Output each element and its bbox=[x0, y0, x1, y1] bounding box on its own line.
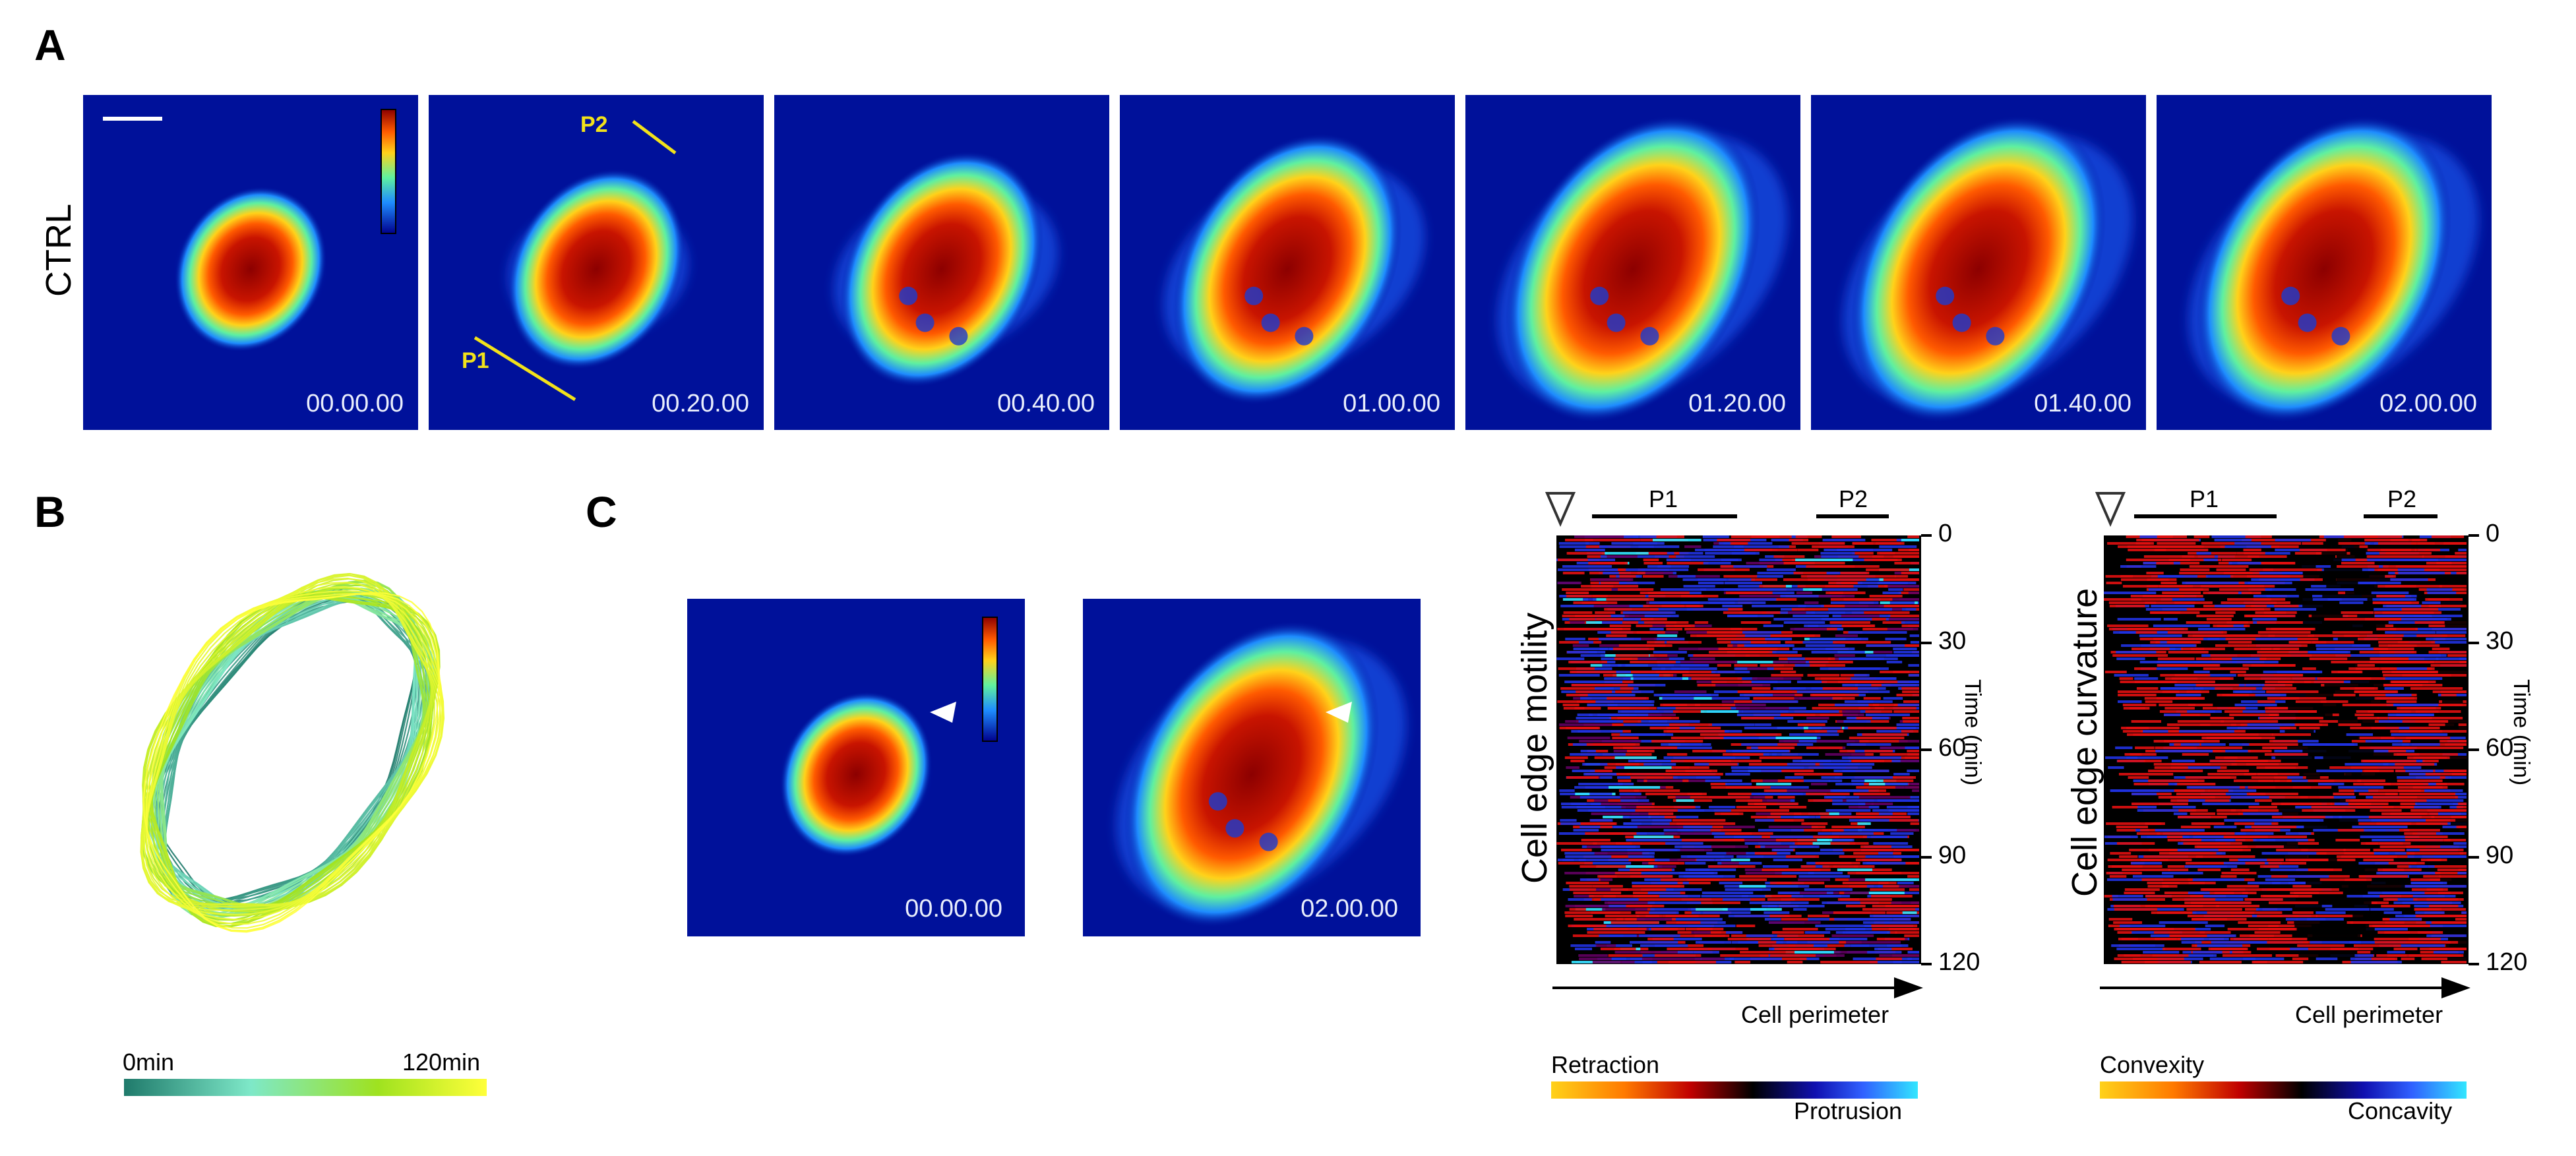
motility-time-axis bbox=[1919, 535, 1921, 964]
tick-mark bbox=[2469, 748, 2479, 751]
p1-label: P1 bbox=[462, 348, 489, 373]
motility-cbar-left: Retraction bbox=[1551, 1051, 1660, 1078]
motility-start-marker-icon bbox=[1545, 492, 1576, 528]
timestamp: 01.40.00 bbox=[2034, 390, 2131, 417]
curvature-colorbar bbox=[2100, 1081, 2467, 1099]
frame-a-4: 01.00.00 bbox=[1120, 95, 1455, 430]
panel-letter-c: C bbox=[586, 487, 617, 536]
tick-label: 30 bbox=[1938, 626, 1967, 655]
curvature-ylabel: Cell edge curvature bbox=[2065, 588, 2104, 897]
frame-a-6: 01.40.00 bbox=[1811, 95, 2146, 430]
motility-colorbar bbox=[1551, 1081, 1918, 1099]
tick-mark bbox=[2469, 534, 2479, 537]
curvature-start-marker-icon bbox=[2095, 492, 2126, 528]
time-colorbar bbox=[124, 1079, 487, 1096]
motility-ylabel: Cell edge motility bbox=[1515, 612, 1554, 884]
colorbar-start-label: 0min bbox=[123, 1049, 175, 1076]
curvature-cbar-right: Concavity bbox=[2348, 1097, 2453, 1124]
tick-mark bbox=[1921, 641, 1932, 644]
frame-c-2: 02.00.00 bbox=[1083, 599, 1421, 936]
frame-a-2: 00.20.00 P1 P2 bbox=[429, 95, 764, 430]
p2-label: P2 bbox=[580, 112, 608, 137]
tick-mark bbox=[1921, 534, 1932, 537]
curvature-time-axis bbox=[2467, 535, 2469, 964]
curvature-perimeter-arrow-icon bbox=[2100, 977, 2470, 998]
curvature-cbar-left: Convexity bbox=[2100, 1051, 2205, 1078]
motility-kymograph bbox=[1556, 535, 1967, 964]
curvature-p2-label: P2 bbox=[2387, 485, 2417, 512]
tick-label: 0 bbox=[2486, 520, 2500, 547]
motility-cbar-right: Protrusion bbox=[1794, 1097, 1903, 1124]
outline-plot bbox=[140, 572, 445, 933]
panel-letter-a: A bbox=[34, 20, 66, 69]
tick-label: 120 bbox=[2486, 948, 2528, 976]
tick-label: 120 bbox=[1938, 948, 1980, 976]
tick-label: 90 bbox=[1938, 841, 1967, 869]
motility-p2-label: P2 bbox=[1839, 485, 1868, 512]
timestamp: 00.20.00 bbox=[652, 390, 749, 417]
tick-label: 90 bbox=[2486, 841, 2514, 869]
panel-letter-b: B bbox=[34, 487, 66, 536]
curvature-p2-bar bbox=[2364, 514, 2438, 518]
timestamp: 02.00.00 bbox=[1301, 895, 1398, 923]
tick-label: 60 bbox=[1938, 734, 1967, 762]
curvature-xlabel: Cell perimeter bbox=[2295, 1001, 2443, 1028]
motility-p1-label: P1 bbox=[1649, 485, 1678, 512]
tick-mark bbox=[2469, 641, 2479, 644]
curvature-kymograph bbox=[2104, 535, 2518, 964]
frame-a-7: 02.00.00 bbox=[2157, 95, 2492, 430]
frame-a-3: 00.40.00 bbox=[774, 95, 1109, 430]
timestamp: 02.00.00 bbox=[2379, 390, 2477, 417]
motility-xlabel: Cell perimeter bbox=[1741, 1001, 1889, 1028]
motility-perimeter-arrow-icon bbox=[1552, 977, 1923, 998]
cell-outline-overlay bbox=[106, 541, 475, 950]
timestamp: 01.20.00 bbox=[1688, 390, 1786, 417]
motility-time-label: Time (min) bbox=[1960, 679, 1985, 786]
tick-label: 0 bbox=[1938, 520, 1953, 547]
tick-mark bbox=[2469, 963, 2479, 965]
timestamp: 00.40.00 bbox=[997, 390, 1095, 417]
motility-p2-bar bbox=[1816, 514, 1889, 518]
curvature-p1-label: P1 bbox=[2190, 485, 2219, 512]
frame-a-5: 01.20.00 bbox=[1465, 95, 1800, 430]
curvature-time-label: Time (min) bbox=[2509, 679, 2534, 786]
tick-label: 60 bbox=[2486, 734, 2514, 762]
timestamp: 00.00.00 bbox=[306, 390, 404, 417]
row-label-ctrl: CTRL bbox=[39, 203, 78, 297]
timestamp: 01.00.00 bbox=[1343, 390, 1440, 417]
tick-label: 30 bbox=[2486, 626, 2514, 655]
tick-mark bbox=[1921, 748, 1932, 751]
tick-mark bbox=[1921, 855, 1932, 859]
colorbar-end-label: 120min bbox=[402, 1049, 481, 1076]
frame-c-1: 00.00.00 bbox=[687, 599, 1025, 936]
motility-p1-bar bbox=[1592, 514, 1737, 518]
frame-a-1: 00.00.00 bbox=[83, 95, 418, 430]
timestamp: 00.00.00 bbox=[905, 895, 1002, 923]
tick-mark bbox=[1921, 963, 1932, 965]
tick-mark bbox=[2469, 855, 2479, 859]
curvature-p1-bar bbox=[2134, 514, 2277, 518]
